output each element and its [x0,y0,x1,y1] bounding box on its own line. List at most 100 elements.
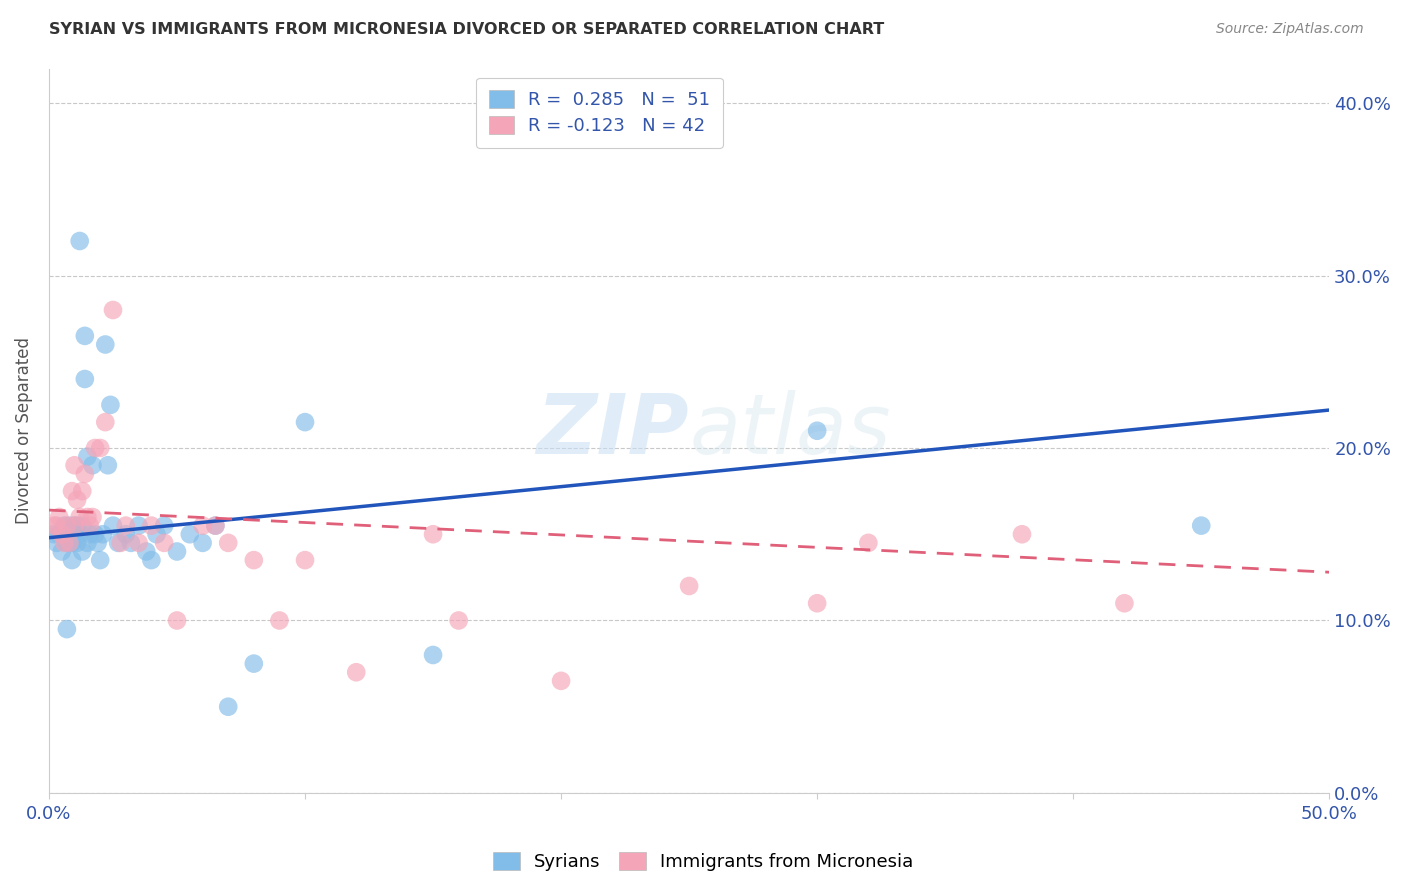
Point [858,536,880,550]
Point [447,614,470,628]
Point [73,467,96,481]
Point [145,527,167,541]
Point [73,372,96,386]
Point [63,458,86,473]
Point [294,415,316,429]
Point [42,518,65,533]
Point [128,536,150,550]
Point [97,458,120,473]
Point [141,553,163,567]
Point [678,579,700,593]
Point [191,536,214,550]
Point [84,441,107,455]
Point [63,527,86,541]
Point [243,553,266,567]
Point [53,518,76,533]
Point [344,665,367,680]
Point [422,527,444,541]
Point [294,553,316,567]
Point [217,536,239,550]
Point [422,648,444,662]
Point [128,518,150,533]
Point [53,536,76,550]
Point [66,518,89,533]
Text: SYRIAN VS IMMIGRANTS FROM MICRONESIA DIVORCED OR SEPARATED CORRELATION CHART: SYRIAN VS IMMIGRANTS FROM MICRONESIA DIV… [49,22,884,37]
Point [94,337,117,351]
Point [166,544,188,558]
Point [1011,527,1033,541]
Point [58,536,80,550]
Point [60,553,83,567]
Point [153,536,176,550]
Text: atlas: atlas [689,391,891,471]
Point [45,518,67,533]
Point [66,492,89,507]
Point [66,536,89,550]
Point [79,518,101,533]
Point [89,553,111,567]
Point [76,450,98,464]
Point [82,510,104,524]
Point [94,415,117,429]
Point [58,536,80,550]
Point [51,527,73,541]
Point [60,536,83,550]
Point [135,544,157,558]
Point [191,518,214,533]
Point [63,518,86,533]
Point [84,527,107,541]
Point [269,614,291,628]
Point [82,458,104,473]
Point [114,527,136,541]
Point [60,484,83,499]
Point [179,527,201,541]
Point [120,536,142,550]
Point [217,699,239,714]
Point [63,518,86,533]
Point [72,484,94,499]
Point [91,527,114,541]
Point [141,518,163,533]
Text: Source: ZipAtlas.com: Source: ZipAtlas.com [1216,22,1364,37]
Point [76,510,98,524]
Point [56,622,79,636]
Point [1114,596,1136,610]
Point [114,518,136,533]
Y-axis label: Divorced or Separated: Divorced or Separated [15,337,32,524]
Point [806,424,828,438]
Text: ZIP: ZIP [537,391,689,471]
Point [69,234,91,248]
Point [806,596,828,610]
Point [89,441,111,455]
Point [58,518,80,533]
Point [107,536,129,550]
Point [100,398,122,412]
Point [153,518,176,533]
Legend: R =  0.285   N =  51, R = -0.123   N = 42: R = 0.285 N = 51, R = -0.123 N = 42 [477,78,723,148]
Point [48,527,70,541]
Point [204,518,226,533]
Point [550,673,572,688]
Point [204,518,226,533]
Point [76,536,98,550]
Point [86,536,108,550]
Point [48,510,70,524]
Point [110,536,132,550]
Point [72,544,94,558]
Point [56,536,79,550]
Point [45,536,67,550]
Point [101,518,124,533]
Point [101,303,124,318]
Point [79,527,101,541]
Point [42,527,65,541]
Point [69,510,91,524]
Point [69,527,91,541]
Legend: Syrians, Immigrants from Micronesia: Syrians, Immigrants from Micronesia [485,846,921,879]
Point [72,518,94,533]
Point [1189,518,1212,533]
Point [73,329,96,343]
Point [166,614,188,628]
Point [51,544,73,558]
Point [56,518,79,533]
Point [243,657,266,671]
